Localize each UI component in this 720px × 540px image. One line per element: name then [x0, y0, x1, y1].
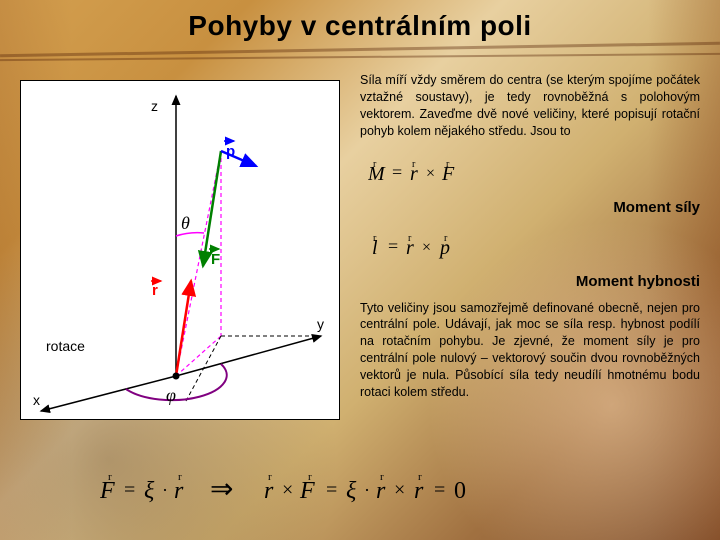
paragraph-1: Síla míří vždy směrem do centra (se kter… [360, 72, 700, 140]
svg-text:F: F [441, 163, 455, 185]
diagram-svg: z y x p F r θ φ rotace [21, 81, 341, 421]
svg-text:⇒: ⇒ [210, 474, 233, 505]
diagram-panel: z y x p F r θ φ rotace [20, 80, 340, 420]
equation-angular-momentum: r l = r r × r p [368, 230, 508, 260]
page-title: Pohyby v centrálním poli [0, 10, 720, 42]
svg-text:M: M [368, 163, 386, 185]
svg-text:r: r [406, 237, 414, 259]
svg-text:×: × [422, 239, 431, 256]
svg-text:ξ: ξ [144, 478, 155, 504]
svg-text:r: r [414, 478, 424, 504]
svg-text:r: r [174, 478, 184, 504]
z-axis-label: z [151, 98, 158, 114]
svg-text:=: = [434, 479, 445, 501]
text-column: Síla míří vždy směrem do centra (se kter… [360, 72, 700, 413]
svg-text:×: × [282, 479, 293, 501]
svg-text:·: · [364, 480, 370, 500]
theta-label: θ [181, 213, 190, 233]
svg-text:ξ: ξ [346, 478, 357, 504]
p-label: p [226, 143, 235, 160]
r-vector [176, 281, 191, 376]
svg-text:=: = [388, 236, 398, 256]
f-label: F [211, 251, 220, 268]
paragraph-2: Tyto veličiny jsou samozřejmě definované… [360, 300, 700, 401]
svg-text:=: = [392, 162, 402, 182]
svg-text:F: F [299, 478, 315, 504]
rotace-label: rotace [46, 338, 85, 354]
svg-text:r: r [376, 478, 386, 504]
bottom-equation: r F = ξ · r r ⇒ r r × r F = ξ · r r × r … [100, 460, 620, 520]
svg-text:=: = [326, 479, 337, 501]
phi-label: φ [166, 385, 176, 405]
theta-arc [176, 233, 204, 236]
svg-text:r: r [410, 163, 418, 185]
svg-text:p: p [438, 237, 450, 259]
x-axis [41, 376, 176, 411]
r-label: r [152, 282, 158, 299]
svg-text:=: = [124, 479, 135, 501]
svg-text:·: · [162, 480, 168, 500]
origin-dot [173, 373, 180, 380]
svg-text:0: 0 [454, 478, 466, 504]
x-axis-label: x [33, 392, 40, 408]
y-axis-label: y [317, 316, 324, 332]
svg-text:×: × [394, 479, 405, 501]
svg-text:r: r [264, 478, 274, 504]
svg-text:l: l [372, 237, 378, 259]
svg-text:F: F [100, 478, 115, 504]
moment-force-label: Moment síly [360, 199, 700, 216]
angular-momentum-label: Moment hybnosti [360, 273, 700, 290]
equation-moment-force: r M = r r × r F [368, 156, 508, 186]
svg-text:×: × [426, 165, 435, 182]
